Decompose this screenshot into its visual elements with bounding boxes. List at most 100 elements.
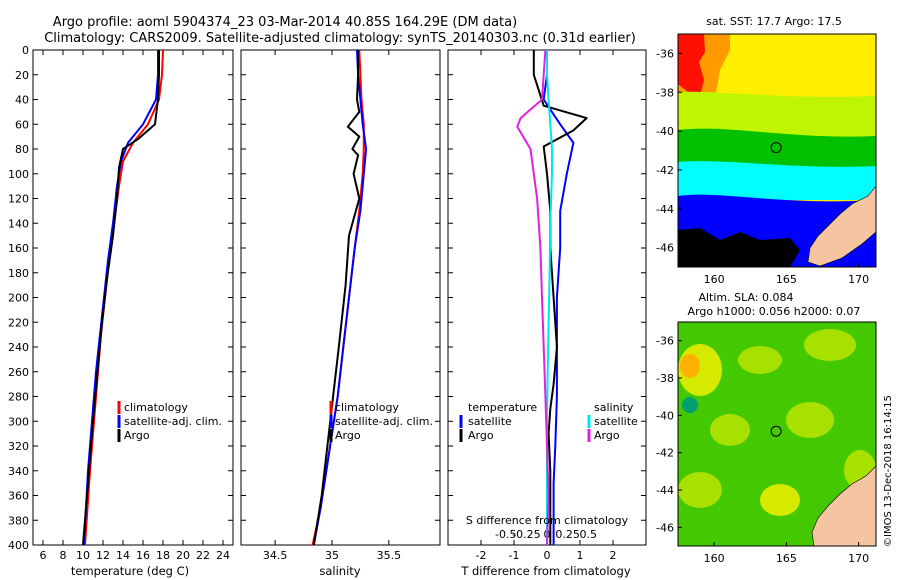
depth-tick-label: 240 — [8, 341, 29, 354]
salinity-legend-argo: Argo — [335, 429, 361, 442]
sst-argo-location-marker — [770, 142, 782, 154]
diff-series-s-satellite — [546, 50, 553, 545]
depth-tick-label: 40 — [15, 94, 29, 107]
sst-yellowgreen-band — [678, 91, 876, 140]
temp-xtick-label: 22 — [196, 549, 210, 562]
sla-patch-8 — [760, 484, 800, 516]
salinity-legend: climatology satellite-adj. clim. Argo — [329, 401, 433, 442]
sla-lon-tick-label: 165 — [776, 552, 797, 565]
sla-lat-tick-label: -40 — [656, 409, 674, 422]
s-diff-tick-label: -0.5 — [495, 528, 516, 541]
salinity-legend-satellite: satellite-adj. clim. — [335, 415, 433, 428]
sla-lat-tick-label: -46 — [656, 521, 674, 534]
temp-series-argo — [82, 50, 160, 546]
salinity-legend-climatology: climatology — [335, 401, 399, 414]
depth-tick-label: 260 — [8, 366, 29, 379]
depth-tick-label: 380 — [8, 514, 29, 527]
difference-legend: temperature satellite Argo salinity sate… — [459, 401, 638, 442]
depth-tick-label: 0 — [22, 44, 29, 57]
depth-tick-label: 220 — [8, 316, 29, 329]
sla-patch-4 — [804, 329, 856, 361]
depth-tick-label: 360 — [8, 490, 29, 503]
temp-xtick-label: 20 — [176, 549, 190, 562]
sst-lon-tick-label: 165 — [776, 273, 797, 286]
temperature-xlabel: temperature (deg C) — [71, 564, 189, 578]
sla-lon-tick-label: 160 — [704, 552, 725, 565]
sla-lon-tick-label: 170 — [848, 552, 869, 565]
diff-xtick-label: -2 — [476, 549, 487, 562]
sst-map-frame — [677, 33, 877, 268]
depth-tick-label: 400 — [8, 539, 29, 552]
sla-patch-9 — [682, 397, 698, 413]
temp-xtick-label: 14 — [116, 549, 130, 562]
sal-xtick-label: 35.5 — [377, 549, 402, 562]
sal-series-satellite-adj-clim- — [312, 49, 368, 546]
temperature-legend: climatology satellite-adj. clim. Argo — [117, 401, 222, 442]
temperature-panel: 0 20 40 60 80 100 120 140 160 180 200 220 240 260 280 3… — [8, 44, 234, 578]
sst-cyan-band — [678, 161, 876, 200]
temp-xtick-label: 6 — [40, 549, 47, 562]
sla-argo-location-marker — [770, 425, 782, 437]
s-diff-tick-label: -0.25 — [512, 528, 540, 541]
sla-patch-2 — [680, 354, 700, 378]
sst-black-band — [678, 228, 800, 267]
depth-tick-label: 140 — [8, 217, 29, 230]
sst-lat-tick-label: -38 — [656, 86, 674, 99]
sla-lat-tick-label: -38 — [656, 372, 674, 385]
temperature-legend-satellite: satellite-adj. clim. — [124, 415, 222, 428]
sla-lat-tick-label: -42 — [656, 447, 674, 460]
legend-t-argo: Argo — [468, 429, 494, 442]
depth-tick-label: 300 — [8, 415, 29, 428]
depth-tick-label: 100 — [8, 168, 29, 181]
difference-panel: -2 -1 0 1 2 -0.5-0.25 0 0.25 0.5 T difference f… — [447, 49, 647, 578]
legend-t-satellite: satellite — [468, 415, 512, 428]
depth-tick-label: 200 — [8, 292, 29, 305]
sla-patch-3 — [738, 346, 782, 374]
salinity-xlabel: salinity — [319, 564, 360, 578]
s-diff-tick-label: 0.5 — [580, 528, 598, 541]
depth-tick-label: 80 — [15, 143, 29, 156]
temp-xtick-label: 12 — [96, 549, 110, 562]
depth-tick-label: 320 — [8, 440, 29, 453]
sla-map-title-2: Argo h1000: 0.056 h2000: 0.07 — [688, 305, 861, 318]
sla-patch-6 — [786, 402, 834, 438]
temp-xtick-label: 16 — [136, 549, 150, 562]
sst-lat-tick-label: -40 — [656, 125, 674, 138]
sst-warm-patch-core — [678, 34, 705, 96]
temperature-legend-climatology: climatology — [124, 401, 188, 414]
legend-s-satellite: satellite — [594, 415, 638, 428]
depth-tick-label: 20 — [15, 69, 29, 82]
depth-tick-label: 120 — [8, 193, 29, 206]
sal-xtick-label: 34.5 — [263, 549, 288, 562]
temp-series-satellite-adj-clim- — [83, 50, 159, 546]
diff-xtick-label: -1 — [509, 549, 520, 562]
salinity-panel: 34.5 35 35.5 salinity climatology satellit… — [240, 49, 441, 578]
depth-tick-label: 160 — [8, 242, 29, 255]
difference-xlabel-top: S difference from climatology — [466, 514, 629, 527]
temp-xtick-label: 8 — [60, 549, 67, 562]
sst-lon-tick-label: 160 — [704, 273, 725, 286]
depth-tick-label: 60 — [15, 118, 29, 131]
sal-xtick-label: 35 — [325, 549, 339, 562]
diff-xtick-label: 2 — [610, 549, 617, 562]
salinity-axes — [240, 49, 441, 546]
watermark: ©IMOS 13-Dec-2018 16:14:15 — [883, 395, 894, 547]
title-line-2: Climatology: CARS2009. Satellite-adjuste… — [44, 31, 636, 46]
sst-lon-tick-label: 170 — [848, 273, 869, 286]
sst-lat-tick-label: -42 — [656, 164, 674, 177]
sst-lat-tick-label: -44 — [656, 203, 674, 216]
difference-xlabel: T difference from climatology — [460, 564, 631, 578]
temp-xtick-label: 10 — [76, 549, 90, 562]
diff-xtick-label: 1 — [577, 549, 584, 562]
temperature-axes — [32, 49, 234, 546]
sla-map-panel: Altim. SLA: 0.084 Argo h1000: 0.056 h200… — [656, 291, 877, 565]
sst-lat-tick-label: -46 — [656, 242, 674, 255]
depth-tick-label: 280 — [8, 391, 29, 404]
temp-xtick-label: 24 — [216, 549, 230, 562]
sla-lat-tick-label: -44 — [656, 484, 674, 497]
title-line-1: Argo profile: aoml 5904374_23 03-Mar-201… — [53, 15, 517, 30]
sla-map-frame — [677, 321, 877, 547]
temp-xtick-label: 18 — [156, 549, 170, 562]
s-diff-tick-label: 0.25 — [555, 528, 580, 541]
